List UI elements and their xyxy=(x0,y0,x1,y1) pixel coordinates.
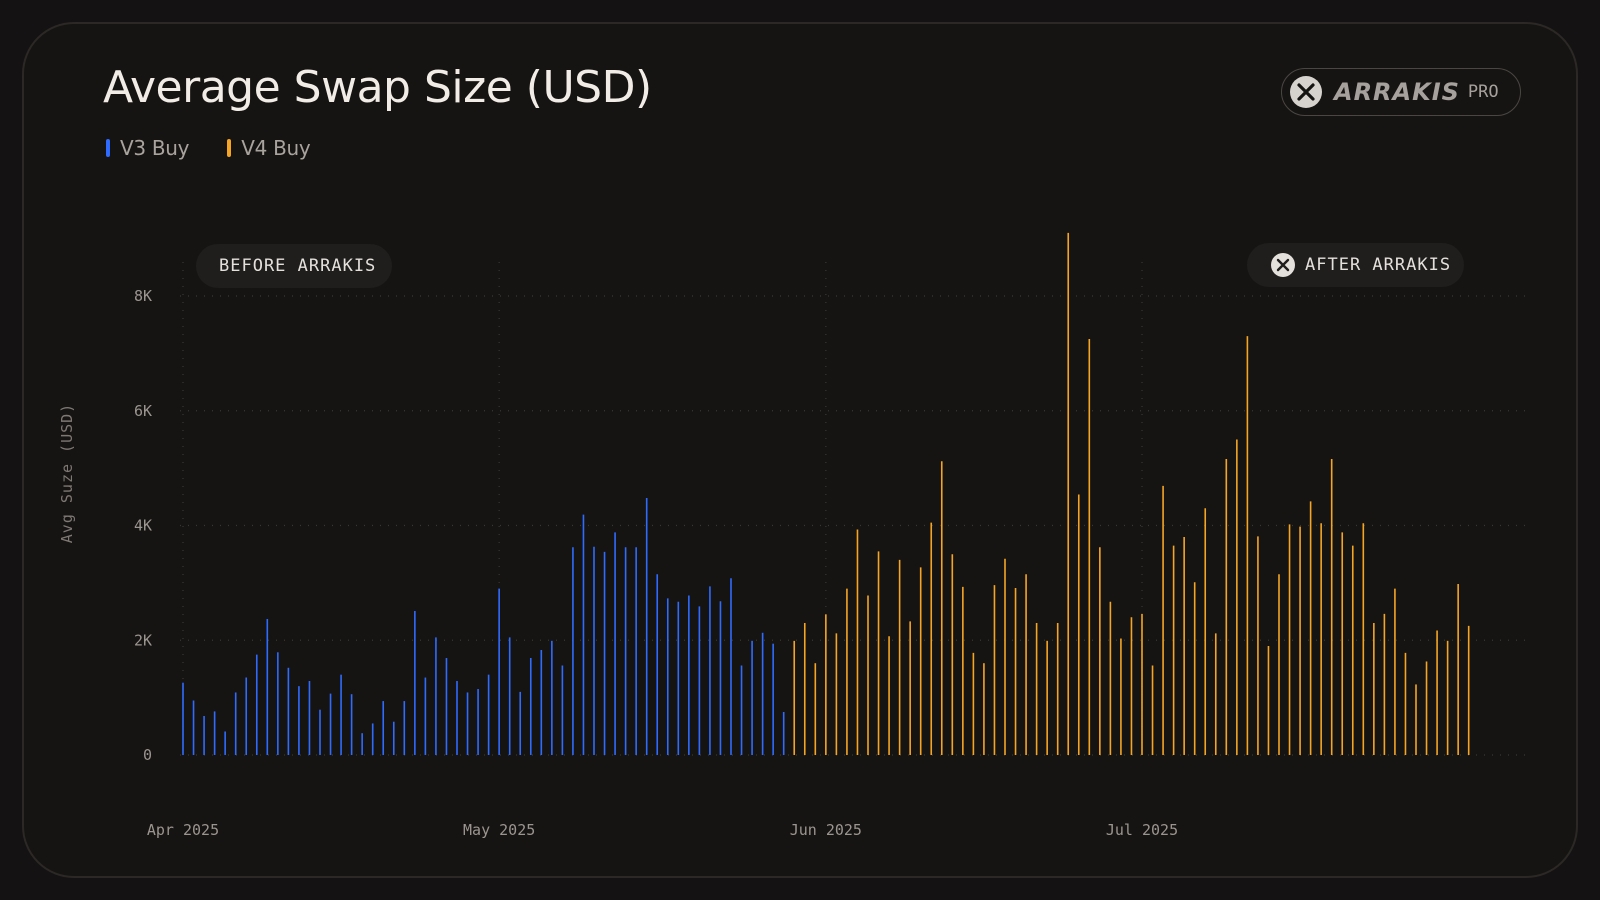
y-tick-label: 8K xyxy=(134,287,152,305)
y-axis-title: Avg Suze (USD) xyxy=(58,403,76,543)
before-arrakis-badge: BEFORE ARRAKIS xyxy=(196,244,392,288)
after-arrakis-label: AFTER ARRAKIS xyxy=(1305,255,1452,275)
chart-title: Average Swap Size (USD) xyxy=(103,62,652,113)
chart-card xyxy=(22,22,1578,878)
x-tick-label: Jul 2025 xyxy=(1106,821,1178,839)
arrakis-logo-icon xyxy=(1290,76,1322,108)
y-tick-label: 4K xyxy=(134,517,152,535)
brand-logo: ARRAKIS PRO xyxy=(1281,68,1521,116)
x-tick-label: May 2025 xyxy=(463,821,535,839)
y-tick-label: 0 xyxy=(143,746,152,764)
before-arrakis-label: BEFORE ARRAKIS xyxy=(219,256,377,276)
after-arrakis-badge: AFTER ARRAKIS xyxy=(1247,243,1464,287)
brand-suffix: PRO xyxy=(1467,82,1499,102)
y-tick-label: 2K xyxy=(134,631,152,649)
x-tick-label: Apr 2025 xyxy=(147,821,219,839)
arrakis-badge-icon xyxy=(1271,253,1295,277)
legend-swatch-v4 xyxy=(227,139,232,157)
legend: V3 Buy V4 Buy xyxy=(106,136,311,160)
x-tick-label: Jun 2025 xyxy=(790,821,862,839)
legend-label-v3: V3 Buy xyxy=(120,136,190,160)
legend-label-v4: V4 Buy xyxy=(241,136,311,160)
legend-item-v3[interactable]: V3 Buy xyxy=(106,136,190,160)
legend-swatch-v3 xyxy=(106,139,110,157)
brand-wordmark: ARRAKIS xyxy=(1334,78,1460,106)
legend-item-v4[interactable]: V4 Buy xyxy=(227,136,311,160)
y-tick-label: 6K xyxy=(134,402,152,420)
